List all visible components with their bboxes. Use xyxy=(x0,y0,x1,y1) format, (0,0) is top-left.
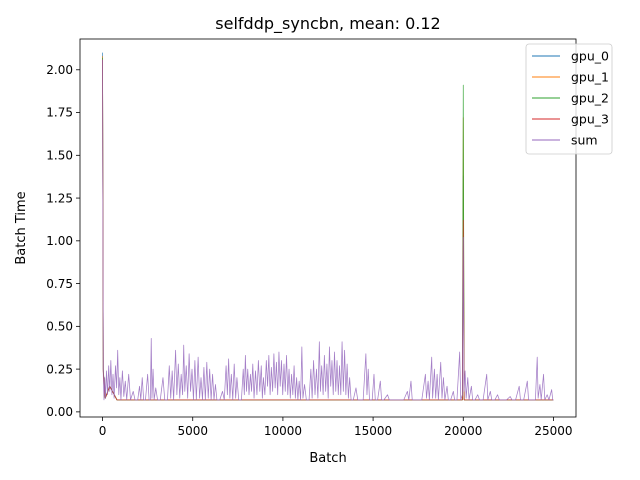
legend-label-2: gpu_2 xyxy=(571,91,609,106)
x-tick-label: 15000 xyxy=(354,424,392,438)
series-line-4 xyxy=(102,59,554,401)
y-axis-ticks: 0.00 0.25 0.50 0.75 1.00 1.25 1.50 1.75 2.00 xyxy=(46,63,80,419)
legend-label-4: sum xyxy=(571,133,598,148)
series-layer xyxy=(102,52,554,401)
x-tick-label: 0 xyxy=(99,424,107,438)
y-tick-label: 1.50 xyxy=(46,149,73,163)
legend-label-0: gpu_0 xyxy=(571,49,609,64)
x-axis-ticks: 0 5000 10000 15000 20000 25000 xyxy=(99,417,573,438)
x-tick-label: 5000 xyxy=(177,424,208,438)
y-tick-label: 0.25 xyxy=(46,362,73,376)
legend-label-3: gpu_3 xyxy=(571,112,609,127)
legend-frame xyxy=(525,43,613,155)
y-tick-label: 0.50 xyxy=(46,320,73,334)
y-tick-label: 1.25 xyxy=(46,191,73,205)
y-tick-label: 2.00 xyxy=(46,63,73,77)
y-tick-label: 1.00 xyxy=(46,234,73,248)
plot-area xyxy=(80,39,576,417)
legend-label-1: gpu_1 xyxy=(571,70,609,85)
x-tick-label: 25000 xyxy=(534,424,572,438)
y-tick-label: 1.75 xyxy=(46,106,73,120)
y-tick-label: 0.75 xyxy=(46,277,73,291)
y-axis-label: Batch Time xyxy=(14,191,29,264)
chart-title: selfddp_syncbn, mean: 0.12 xyxy=(215,14,440,34)
plot-frame xyxy=(79,38,577,418)
x-axis-label: Batch xyxy=(309,451,346,466)
x-tick-label: 20000 xyxy=(444,424,482,438)
y-tick-label: 0.00 xyxy=(46,405,73,419)
x-tick-label: 10000 xyxy=(264,424,302,438)
